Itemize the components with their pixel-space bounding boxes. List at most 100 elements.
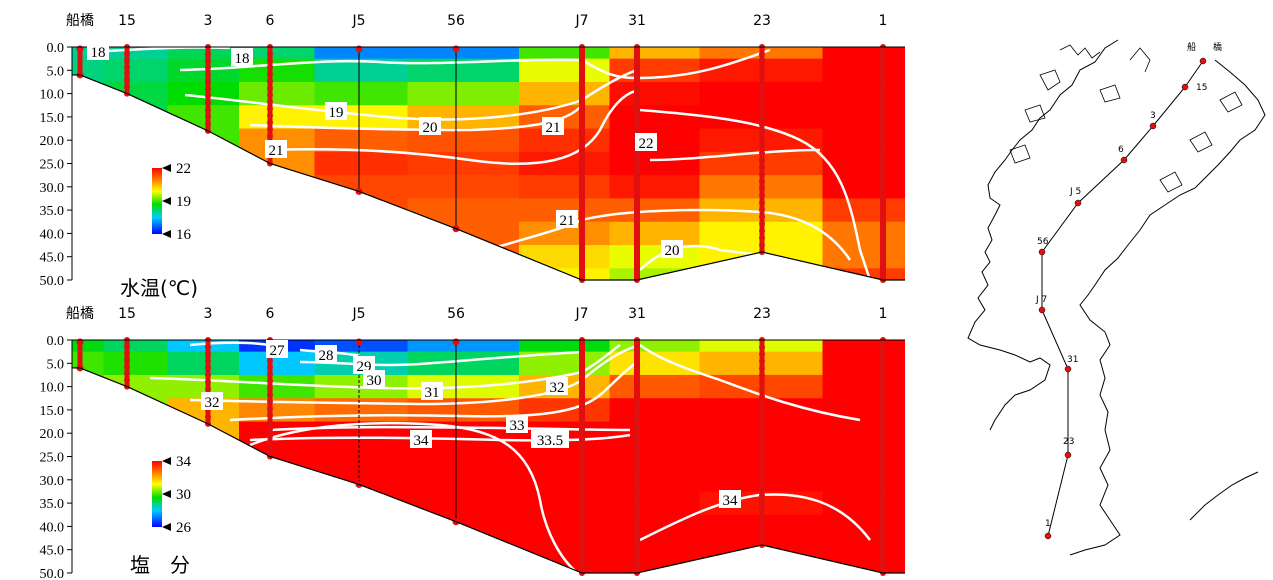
station-sample-dot — [880, 128, 886, 135]
y-tick-label: 20.0 — [40, 427, 65, 442]
station-sample-dot — [124, 77, 130, 84]
station-sample-dot — [267, 432, 273, 439]
station-sample-dot — [267, 405, 273, 412]
heatmap-cell — [314, 514, 408, 539]
station-sample-dot — [579, 262, 585, 269]
colorbar-tick-marker — [162, 164, 171, 172]
station-sample-dot — [880, 171, 886, 178]
station-sample-dot — [634, 372, 640, 379]
station-sample-dot — [267, 91, 273, 98]
heatmap-cell — [239, 175, 315, 199]
station-sample-dot — [880, 344, 886, 351]
station-sample-dot — [634, 527, 640, 534]
station-sample-dot — [880, 520, 886, 527]
colorbar-tick-label: 26 — [176, 520, 192, 536]
station-sample-dot — [634, 421, 640, 428]
station-sample-dot — [205, 357, 211, 364]
station-sample-dot — [579, 178, 585, 185]
station-label: 6 — [266, 306, 275, 322]
station-sample-dot — [579, 492, 585, 499]
contour-label: 18 — [235, 51, 250, 67]
colorbar-tick-marker — [162, 490, 171, 498]
station-sample-dot — [880, 499, 886, 506]
heatmap-cell — [609, 340, 700, 353]
station-sample-dot — [579, 220, 585, 227]
map-station-label: 橋 — [1213, 41, 1222, 53]
contour-label: 30 — [367, 373, 382, 389]
station-sample-dot — [579, 534, 585, 541]
map-coastline-south — [1189, 471, 1259, 521]
map-station-dot — [1064, 365, 1072, 373]
station-sample-dot — [124, 363, 130, 370]
heatmap-cell — [239, 221, 315, 246]
salinity-section-panel: 船橋 15 3 6 J5 56 J7 31 23 1 0.0 5.0 10.0 15.0 20.0 25.0… — [40, 306, 905, 580]
station-sample-dot — [634, 51, 640, 58]
station-label: 3 — [204, 13, 213, 29]
heatmap-cell — [72, 268, 104, 280]
station-sample-dot — [579, 520, 585, 527]
station-sample-dot — [880, 492, 886, 499]
station-sample-dot — [880, 407, 886, 414]
station-sample-dot — [880, 351, 886, 358]
heatmap-cell — [822, 538, 905, 562]
station-sample-dot — [634, 269, 640, 276]
map-coastline-east — [1069, 59, 1266, 556]
station-sample-dot — [579, 372, 585, 379]
station-label: 6 — [266, 13, 275, 29]
station-sample-dot — [759, 372, 765, 379]
station-sample-dot — [759, 93, 765, 100]
heatmap-cell — [167, 47, 240, 60]
station-sample-dot — [634, 199, 640, 206]
station-label: J7 — [574, 13, 588, 29]
station-sample-dot — [579, 248, 585, 255]
salinity-heatmap — [72, 340, 905, 573]
heatmap-cell — [609, 398, 700, 423]
station-sample-dot — [634, 79, 640, 86]
contour-line — [249, 421, 581, 573]
station-sample-dot — [759, 435, 765, 442]
heatmap-cell — [407, 468, 520, 492]
temperature-section-panel: 船橋 15 3 6 J5 56 J7 31 23 1 0.0 5.0 10.0 15.0 20.0 25.0… — [40, 13, 905, 300]
heatmap-cell — [519, 340, 610, 353]
station-sample-dot — [267, 78, 273, 85]
station-sample-dot — [759, 142, 765, 149]
contour-label: 34 — [414, 433, 430, 449]
station-sample-dot — [579, 128, 585, 135]
temperature-colorbar: 22 19 16 — [152, 161, 192, 243]
station-sample-dot — [759, 72, 765, 79]
contour-line — [189, 343, 641, 406]
station-sample-dot — [759, 393, 765, 400]
heatmap-cell — [822, 561, 905, 573]
salinity-station-labels: 船橋 15 3 6 J5 56 J7 31 23 1 — [66, 306, 887, 322]
heatmap-cell — [314, 151, 408, 176]
heatmap-cell — [609, 268, 700, 280]
contour-label: 31 — [425, 385, 440, 401]
station-sample-dot — [880, 121, 886, 128]
station-sample-dot — [759, 206, 765, 213]
station-sample-dot — [759, 499, 765, 506]
station-sample-dot — [759, 171, 765, 178]
contour-label: 21 — [269, 143, 284, 159]
station-sample-dot — [579, 365, 585, 372]
heatmap-cell — [72, 151, 104, 176]
station-sample-dot — [267, 85, 273, 92]
station-sample-dot — [579, 442, 585, 449]
station-sample-dot — [267, 64, 273, 71]
heatmap-cell — [407, 514, 520, 539]
salinity-title: 塩 分 — [130, 553, 190, 577]
station-sample-dot — [880, 114, 886, 121]
heatmap-cell — [407, 268, 520, 280]
station-sample-dot — [759, 157, 765, 164]
station-sample-dot — [880, 107, 886, 114]
contour-label: 32 — [205, 395, 220, 411]
station-sample-dot — [205, 378, 211, 385]
station-sample-dot — [634, 520, 640, 527]
heatmap-cell — [167, 421, 240, 446]
heatmap-cell — [72, 398, 104, 423]
y-tick-label: 10.0 — [40, 88, 65, 103]
heatmap-cell — [407, 58, 520, 83]
map-survey-track — [1041, 60, 1204, 537]
station-sample-dot — [880, 206, 886, 213]
heatmap-cell — [519, 491, 610, 516]
heatmap-cell — [314, 81, 408, 106]
